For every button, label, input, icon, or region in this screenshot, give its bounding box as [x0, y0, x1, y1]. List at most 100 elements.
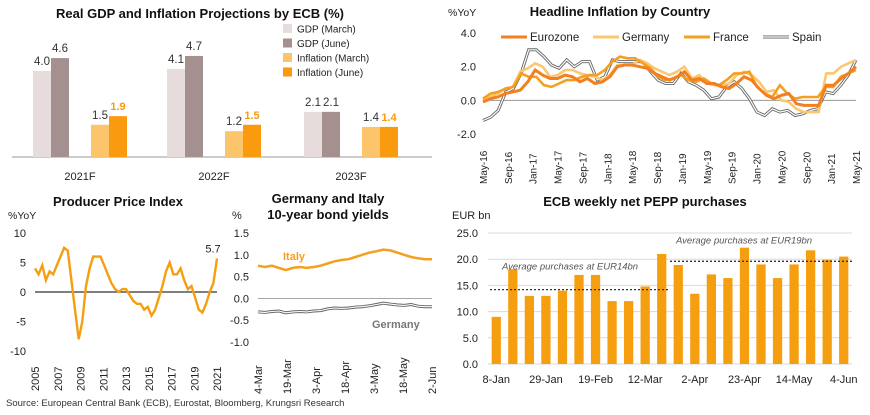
x-tick-label: 29-Jan: [529, 374, 563, 386]
data-label: 4.1: [168, 54, 184, 66]
bar: [789, 264, 799, 364]
bar: [541, 295, 551, 364]
series-line: [33, 245, 219, 340]
bar: [491, 316, 501, 364]
y-tick-label: 25.0: [457, 228, 478, 240]
y-tick-label: -0.5: [230, 315, 249, 327]
bar: [756, 264, 766, 364]
bar: [822, 259, 832, 364]
x-tick-label: Sep-18: [653, 151, 664, 184]
x-tick-label: 3-Apr: [311, 367, 323, 394]
x-tick-label: Jan-17: [529, 153, 540, 184]
y-tick-label: 0.0: [234, 293, 249, 305]
bar: [225, 131, 243, 157]
x-tick-label: May-16: [479, 150, 490, 184]
x-tick-label: Jan-21: [827, 153, 838, 184]
bar: [185, 55, 203, 158]
x-tick-label: 2007: [53, 367, 65, 391]
x-tick-label: 19-Mar: [282, 359, 294, 394]
x-tick-label: 2021: [212, 367, 224, 391]
x-tick-label: 23-Apr: [728, 374, 761, 386]
y-tick-label: 4.0: [461, 28, 476, 40]
data-label: 4.6: [52, 43, 68, 55]
chart-title: Real GDP and Inflation Projections by EC…: [56, 6, 344, 21]
bar: [91, 124, 109, 157]
bar: [167, 68, 185, 157]
x-tick-label: 12-Mar: [628, 374, 663, 386]
y-axis-label: EUR bn: [452, 210, 491, 222]
bar: [304, 111, 322, 157]
chart-title: Producer Price Index: [53, 194, 184, 209]
bar: [109, 116, 127, 157]
x-tick-label: 19-Feb: [578, 374, 613, 386]
x-tick-label: Sep-16: [504, 151, 515, 184]
legend-label: GDP (June): [297, 39, 350, 50]
x-tick-label: 8-Jan: [483, 374, 511, 386]
y-tick-label: 5.0: [463, 333, 478, 345]
annotation-label: Average purchases at EUR14bn: [501, 262, 638, 273]
y-tick-label: 1.0: [234, 250, 249, 262]
x-tick-label: 2021F: [64, 171, 95, 183]
x-tick-label: May-21: [852, 150, 863, 184]
y-tick-label: -5: [16, 317, 26, 329]
legend-label: Germany: [622, 32, 670, 44]
series-line: [482, 63, 857, 107]
x-tick-label: 2022F: [198, 171, 229, 183]
x-tick-label: 2023F: [335, 171, 366, 183]
bar: [33, 71, 51, 157]
data-label: 5.7: [205, 243, 220, 255]
legend-label: Spain: [792, 32, 821, 44]
bar: [590, 274, 601, 364]
x-tick-label: May-19: [703, 150, 714, 184]
bar: [806, 250, 816, 364]
chart-title: 10-year bond yields: [267, 207, 388, 222]
bar: [706, 274, 716, 364]
chart-title: ECB weekly net PEPP purchases: [543, 194, 747, 209]
x-tick-label: May-17: [554, 150, 565, 184]
x-tick-label: 3-May: [369, 363, 381, 394]
x-tick-label: Jan-19: [678, 153, 689, 184]
series-line: [482, 58, 857, 114]
bar: [524, 295, 534, 364]
series-label: Germany: [372, 319, 421, 331]
y-tick-label: 0.5: [234, 272, 249, 284]
x-tick-label: 2015: [144, 367, 156, 391]
legend-swatch: [283, 67, 292, 77]
y-tick-label: -2.0: [457, 129, 476, 141]
y-axis-label: %YoY: [448, 7, 476, 19]
series-line: [482, 55, 857, 101]
x-tick-label: 14-May: [776, 374, 813, 386]
bar: [51, 58, 69, 157]
y-tick-label: 20.0: [457, 254, 478, 266]
x-tick-label: 18-Apr: [340, 361, 352, 394]
legend-swatch: [283, 38, 292, 48]
bar: [839, 256, 849, 364]
x-tick-label: 2-Apr: [681, 374, 708, 386]
x-tick-label: 2019: [189, 367, 201, 391]
legend-swatch: [283, 53, 292, 62]
legend-label: France: [713, 32, 749, 44]
data-label: 2.1: [305, 97, 321, 109]
bar: [380, 126, 398, 157]
y-tick-label: 10: [14, 228, 26, 240]
bar: [657, 253, 667, 364]
bar: [508, 269, 518, 364]
bar: [723, 278, 733, 364]
x-tick-label: 4-Mar: [253, 365, 265, 394]
legend-label: Inflation (March): [297, 54, 369, 65]
data-label: 1.9: [110, 101, 125, 113]
x-tick-label: Sep-20: [802, 151, 813, 184]
x-tick-label: 2017: [167, 367, 179, 391]
y-tick-label: 0: [20, 287, 26, 299]
y-axis-label: %: [232, 210, 242, 222]
bar: [624, 301, 634, 364]
x-tick-label: 2011: [98, 367, 110, 391]
x-tick-label: 2-Jun: [427, 366, 439, 394]
bar: [607, 301, 617, 364]
x-tick-label: 4-Jun: [830, 374, 858, 386]
y-tick-label: 5: [20, 258, 26, 270]
y-tick-label: -10: [10, 346, 26, 358]
data-label: 1.4: [381, 112, 397, 124]
